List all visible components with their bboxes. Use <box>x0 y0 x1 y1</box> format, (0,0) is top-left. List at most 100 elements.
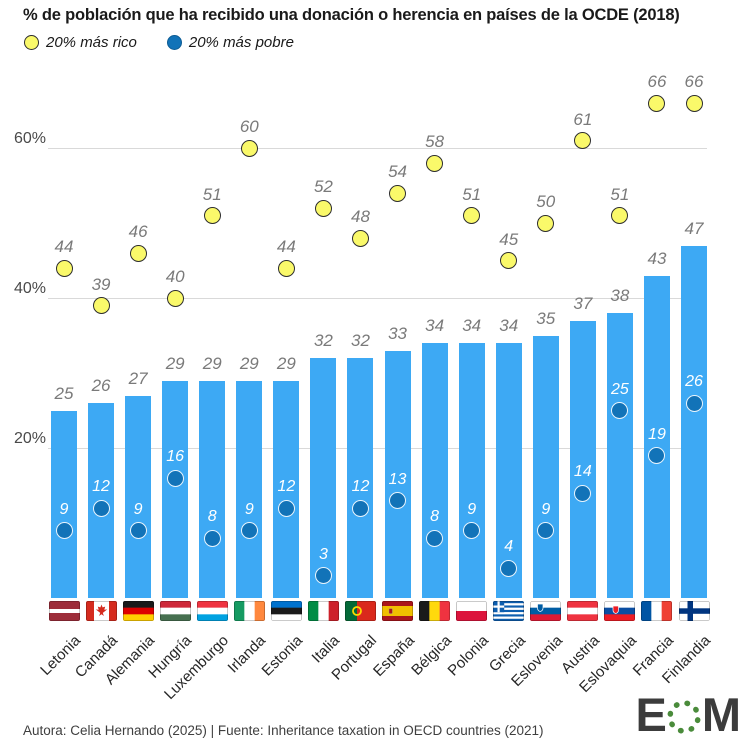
bar <box>125 395 152 598</box>
flag-icon <box>567 601 599 622</box>
flag-icon <box>48 601 80 622</box>
bar-value-label: 29 <box>165 353 185 373</box>
bar <box>273 380 300 598</box>
bar <box>199 380 226 598</box>
rich-dot <box>314 199 332 217</box>
poor-dot <box>351 499 369 517</box>
rich-dot <box>389 184 407 202</box>
poor-dot-label: 9 <box>244 500 254 518</box>
bar <box>532 335 559 598</box>
rich-dot <box>203 207 221 224</box>
y-tick-label: 40% <box>13 280 46 297</box>
rich-dot <box>240 139 258 157</box>
poor-dot-label: 12 <box>92 478 110 495</box>
rich-dot <box>129 244 147 262</box>
bar-value-label: 33 <box>388 323 407 343</box>
bar <box>51 410 77 598</box>
flag-icon <box>85 601 117 622</box>
poor-dot-label: 14 <box>573 463 592 480</box>
rich-dot-label: 44 <box>54 237 74 256</box>
rich-dot-label: 39 <box>91 274 111 294</box>
poor-dot-label: 12 <box>277 478 296 495</box>
logo-letter-m: M <box>701 688 741 741</box>
bar-value-label: 26 <box>91 376 111 395</box>
bar-value-label: 37 <box>573 293 593 313</box>
bar-value-label: 29 <box>239 353 259 373</box>
rich-dot-icon <box>24 35 39 50</box>
gridline <box>48 148 707 149</box>
flag-icon <box>641 601 673 622</box>
poor-dot-label: 3 <box>318 545 328 563</box>
bar <box>310 358 337 598</box>
flag-icon <box>233 601 265 622</box>
poor-dot-label: 9 <box>133 500 143 518</box>
y-tick-label: 60% <box>13 130 46 147</box>
poor-dot <box>92 499 110 517</box>
rich-dot-label: 51 <box>202 184 222 204</box>
bar <box>643 275 670 598</box>
rich-dot <box>685 94 703 112</box>
bar <box>681 245 708 598</box>
logo-letter-e: E <box>635 688 666 741</box>
poor-dot <box>648 447 666 464</box>
poor-dot <box>463 522 481 539</box>
bar <box>569 320 596 598</box>
poor-dot-label: 9 <box>59 500 69 518</box>
bar-value-label: 32 <box>313 331 333 350</box>
rich-dot <box>611 207 629 224</box>
legend-item-pobre: 20% más pobre <box>166 34 294 51</box>
rich-dot <box>426 154 444 172</box>
flag-icon <box>270 601 302 622</box>
legend-item-rico: 20% más rico <box>24 34 137 51</box>
bar-value-label: 47 <box>684 218 704 238</box>
rich-dot-label: 66 <box>684 72 704 91</box>
chart-title: % de población que ha recibido una donac… <box>23 6 680 24</box>
rich-dot-label: 66 <box>647 72 667 91</box>
legend: 20% más rico 20% más pobre <box>24 34 294 51</box>
bar <box>495 343 522 598</box>
flag-icon <box>122 601 154 622</box>
poor-dot-icon <box>166 35 182 50</box>
rich-dot-label: 51 <box>610 184 630 204</box>
poor-dot <box>277 499 295 517</box>
poor-dot <box>55 522 73 539</box>
flag-icon <box>419 601 451 622</box>
bar-value-label: 27 <box>128 368 148 388</box>
rich-dot <box>92 297 110 314</box>
bar <box>421 343 448 598</box>
rich-dot-label: 50 <box>536 192 556 211</box>
poor-dot-label: 9 <box>467 500 477 518</box>
bar-value-label: 32 <box>351 331 370 350</box>
flag-icon <box>382 601 414 622</box>
rich-dot <box>648 94 666 112</box>
rich-dot-label: 45 <box>499 229 519 249</box>
eom-logo: E M <box>635 688 741 741</box>
bar-value-label: 29 <box>276 353 296 373</box>
poor-dot-label: 25 <box>610 380 629 398</box>
flag-icon <box>456 601 488 622</box>
flag-icon <box>604 601 636 622</box>
rich-dot <box>166 289 184 307</box>
rich-dot <box>500 252 518 269</box>
poor-dot-label: 13 <box>388 470 407 488</box>
legend-label-pobre: 20% más pobre <box>188 34 294 51</box>
poor-dot <box>203 529 221 547</box>
rich-dot <box>574 132 592 149</box>
poor-dot-label: 26 <box>685 373 703 390</box>
bar <box>458 343 485 598</box>
bar-value-label: 29 <box>202 353 222 373</box>
poor-dot-label: 19 <box>648 425 666 443</box>
flag-icon <box>159 601 191 622</box>
bar-value-label: 38 <box>610 286 630 305</box>
flag-icon <box>678 601 710 622</box>
rich-dot-label: 52 <box>313 177 333 196</box>
gridline <box>48 298 707 299</box>
flag-icon <box>344 601 376 622</box>
flag-icon <box>530 601 562 622</box>
poor-dot <box>685 394 703 412</box>
poor-dot <box>240 522 258 539</box>
rich-dot-label: 58 <box>425 132 445 151</box>
rich-dot-label: 46 <box>128 222 148 241</box>
rich-dot <box>463 207 481 224</box>
